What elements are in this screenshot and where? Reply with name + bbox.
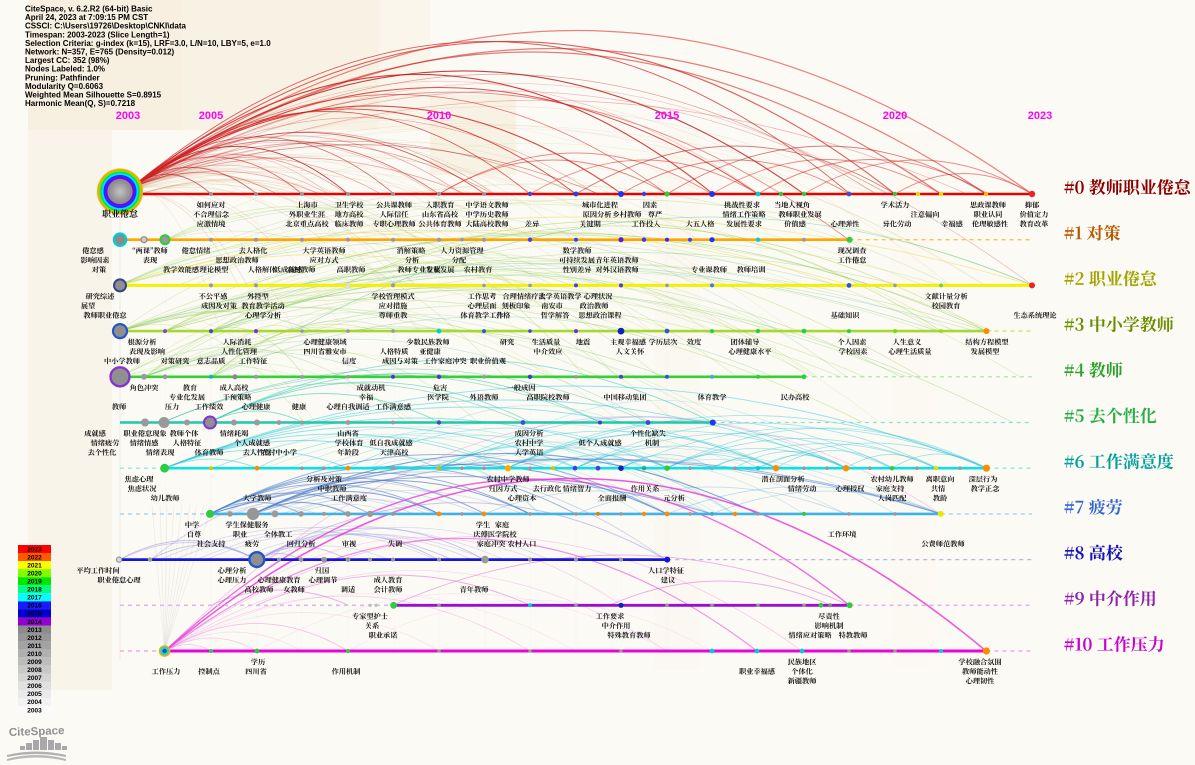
svg-text:Pruning: Pathfinder: Pruning: Pathfinder xyxy=(25,73,100,82)
svg-text:2022: 2022 xyxy=(27,554,42,561)
svg-text:2014: 2014 xyxy=(27,619,42,626)
svg-text:2011: 2011 xyxy=(27,643,41,650)
svg-text:2005: 2005 xyxy=(199,110,223,122)
svg-text:Weighted Mean Silhouette S=0.8: Weighted Mean Silhouette S=0.8915 xyxy=(25,91,162,100)
svg-text:CSSCI: C:\Users\19726\Desktop\: CSSCI: C:\Users\19726\Desktop\CNKI\data xyxy=(25,22,186,31)
svg-text:2006: 2006 xyxy=(27,683,42,690)
svg-text:2018: 2018 xyxy=(27,587,42,594)
svg-text:2004: 2004 xyxy=(27,699,42,706)
svg-text:2008: 2008 xyxy=(27,667,42,674)
svg-text:2015: 2015 xyxy=(655,110,679,122)
svg-text:Largest CC: 352 (98%): Largest CC: 352 (98%) xyxy=(25,56,110,65)
svg-text:2009: 2009 xyxy=(27,659,42,666)
svg-text:2020: 2020 xyxy=(883,110,907,122)
svg-text:2005: 2005 xyxy=(27,691,42,698)
svg-text:2010: 2010 xyxy=(427,110,451,122)
svg-text:Harmonic Mean(Q, S)=0.7218: Harmonic Mean(Q, S)=0.7218 xyxy=(25,99,136,108)
svg-text:2016: 2016 xyxy=(27,603,42,610)
svg-text:Network: N=357, E=765 (Density: Network: N=357, E=765 (Density=0.012) xyxy=(25,48,175,57)
svg-text:2020: 2020 xyxy=(27,570,42,577)
svg-text:2015: 2015 xyxy=(27,611,42,618)
svg-text:2021: 2021 xyxy=(27,562,42,569)
svg-text:CiteSpace: CiteSpace xyxy=(9,725,65,739)
svg-text:Timespan: 2003-2023 (Slice Len: Timespan: 2003-2023 (Slice Length=1) xyxy=(25,30,170,39)
svg-text:2017: 2017 xyxy=(27,595,42,602)
svg-text:Selection Criteria: g-index (k: Selection Criteria: g-index (k=15), LRF=… xyxy=(25,39,271,48)
svg-text:2003: 2003 xyxy=(27,707,42,714)
svg-text:2019: 2019 xyxy=(27,579,42,586)
svg-text:2003: 2003 xyxy=(116,110,140,122)
svg-text:Modularity Q=0.6063: Modularity Q=0.6063 xyxy=(25,82,104,91)
svg-text:2012: 2012 xyxy=(27,635,42,642)
svg-text:2023: 2023 xyxy=(27,546,42,553)
svg-text:April 24, 2023 at 7:09:15 PM C: April 24, 2023 at 7:09:15 PM CST xyxy=(25,13,148,22)
svg-text:2023: 2023 xyxy=(1028,110,1052,122)
svg-text:2010: 2010 xyxy=(27,651,42,658)
svg-text:2007: 2007 xyxy=(27,675,42,682)
svg-text:CiteSpace, v. 6.2.R2 (64-bit): CiteSpace, v. 6.2.R2 (64-bit) Basic xyxy=(25,5,153,14)
svg-text:2013: 2013 xyxy=(27,627,42,634)
svg-text:Nodes Labeled: 1.0%: Nodes Labeled: 1.0% xyxy=(25,65,105,74)
